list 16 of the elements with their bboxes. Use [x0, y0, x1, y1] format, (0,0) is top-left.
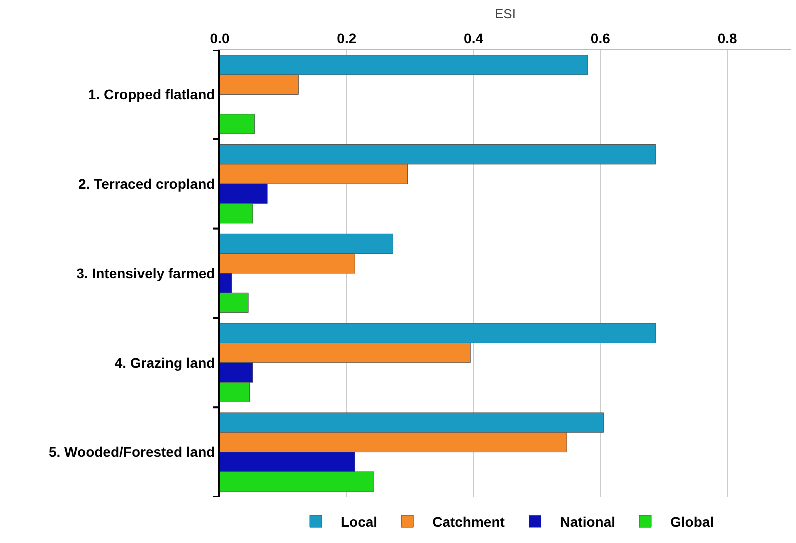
x-tick-label: 0.6 [590, 30, 611, 46]
x-axis-title: ESI [495, 6, 516, 22]
x-tick-label: 0.8 [718, 30, 738, 46]
y-tick-label: 2. Terraced cropland [78, 176, 216, 192]
legend-label: National [560, 514, 616, 530]
legend-label: Local [341, 514, 378, 530]
y-tick-label: 4. Grazing land [114, 354, 216, 371]
legend-label: Global [670, 514, 714, 530]
legend-label: Catchment [432, 514, 506, 530]
x-tick-label: 0.4 [464, 30, 484, 46]
x-tick-label: 0.0 [210, 30, 230, 46]
x-tick-label: 0.2 [337, 30, 357, 46]
y-tick-label: 3. Intensively farmed [76, 265, 216, 282]
y-tick-label: 5. Wooded/Forested land [48, 444, 216, 460]
bar [220, 114, 256, 134]
y-tick-label: 1. Cropped flatland [88, 86, 216, 103]
